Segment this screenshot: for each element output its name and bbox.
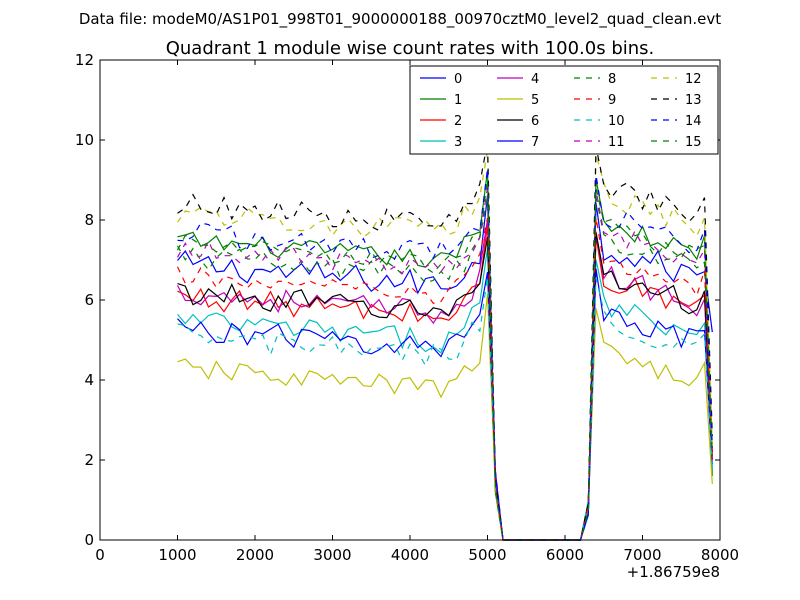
legend-label-0: 0 <box>454 72 462 87</box>
legend-label-15: 15 <box>685 135 702 150</box>
x-tick-label: 0 <box>95 546 105 564</box>
y-tick-label: 4 <box>84 371 94 389</box>
legend-label-12: 12 <box>685 72 702 87</box>
series-line-2 <box>178 225 713 540</box>
x-offset-label: +1.86759e8 <box>627 563 720 581</box>
legend-label-11: 11 <box>608 135 625 150</box>
series-line-6 <box>178 233 713 540</box>
series-line-12 <box>178 151 713 540</box>
legend-label-4: 4 <box>531 72 539 87</box>
legend-label-7: 7 <box>531 135 539 150</box>
legend-label-13: 13 <box>685 93 702 108</box>
y-tick-label: 10 <box>75 131 94 149</box>
x-tick-label: 2000 <box>236 546 274 564</box>
series-line-3 <box>178 248 713 540</box>
series-line-7 <box>178 269 713 540</box>
legend-label-3: 3 <box>454 135 462 150</box>
y-tick-label: 8 <box>84 211 94 229</box>
x-tick-label: 1000 <box>158 546 196 564</box>
series-line-10 <box>178 277 713 540</box>
legend-label-1: 1 <box>454 93 462 108</box>
legend-label-9: 9 <box>608 93 616 108</box>
plot-area: 0 1000 2000 3000 4000 5000 6000 7000 80000246810… <box>75 51 739 564</box>
series-line-9 <box>178 218 713 541</box>
legend-label-10: 10 <box>608 114 625 129</box>
y-tick-label: 2 <box>84 451 94 469</box>
x-tick-label: 7000 <box>623 546 661 564</box>
x-tick-label: 4000 <box>391 546 429 564</box>
series-line-5 <box>178 294 713 540</box>
legend-label-8: 8 <box>608 72 616 87</box>
x-tick-label: 6000 <box>546 546 584 564</box>
legend-label-14: 14 <box>685 114 702 129</box>
y-tick-label: 12 <box>75 51 94 69</box>
count-rate-chart: Data file: modeM0/AS1P01_998T01_90000001… <box>0 0 800 600</box>
legend-label-2: 2 <box>454 114 462 129</box>
series-line-1 <box>178 170 713 540</box>
figure-suptitle: Data file: modeM0/AS1P01_998T01_90000001… <box>79 10 721 29</box>
series-line-14 <box>178 169 713 540</box>
legend-label-5: 5 <box>531 93 539 108</box>
x-tick-label: 8000 <box>701 546 739 564</box>
x-tick-label: 3000 <box>313 546 351 564</box>
x-tick-label: 5000 <box>468 546 506 564</box>
chart-title: Quadrant 1 module wise count rates with … <box>166 38 655 59</box>
y-tick-label: 0 <box>84 531 94 549</box>
y-tick-label: 6 <box>84 291 94 309</box>
legend-label-6: 6 <box>531 114 539 129</box>
series-line-4 <box>178 219 713 540</box>
series-group <box>178 142 713 540</box>
series-line-11 <box>178 188 713 540</box>
